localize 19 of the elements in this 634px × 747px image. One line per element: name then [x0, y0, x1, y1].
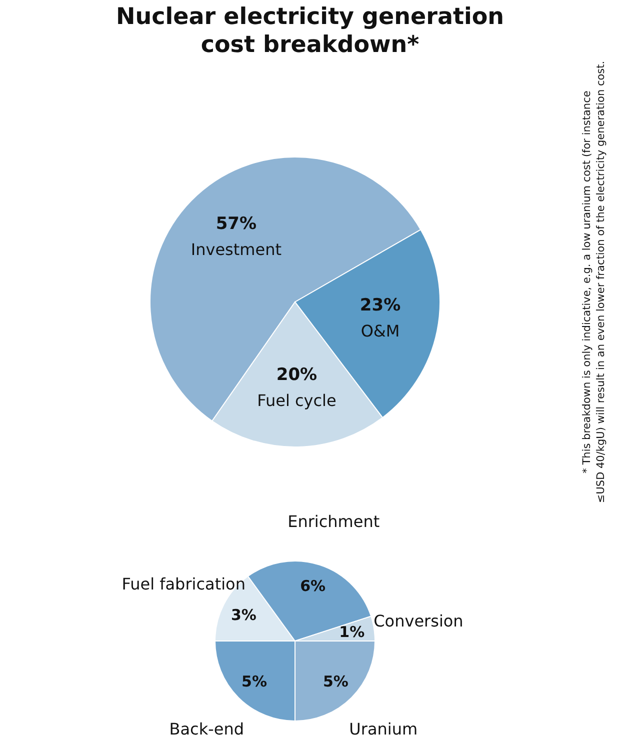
slice-label: Enrichment: [288, 512, 380, 532]
data-label: 57%: [216, 214, 257, 234]
slice-label: Uranium: [349, 719, 418, 738]
data-label: 5%: [322, 672, 348, 691]
slice-label: Fuel cycle: [257, 390, 336, 410]
text: ≤USD 40/kgU) will result in an even lower fraction of the electricity generation cost.: [595, 60, 607, 504]
chart-title: Nuclear electricity generation cost breakdown*: [116, 4, 504, 58]
data-label: 3%: [230, 606, 256, 624]
slice-label: Investment: [190, 240, 282, 259]
text: * This breakdown is only indicative, e.g. a low uranium cost (for instance: [581, 90, 593, 474]
slice-label: Conversion: [374, 611, 464, 630]
data-label: 23%: [360, 295, 401, 316]
data-label: 1%: [339, 622, 365, 641]
slice-label: O&M: [360, 321, 400, 340]
data-label: 6%: [300, 577, 326, 596]
slice-label: Back-end: [169, 719, 244, 738]
data-label: 5%: [242, 672, 268, 691]
slice-label: Fuel fabrication: [122, 574, 246, 594]
data-label: 20%: [276, 364, 318, 385]
